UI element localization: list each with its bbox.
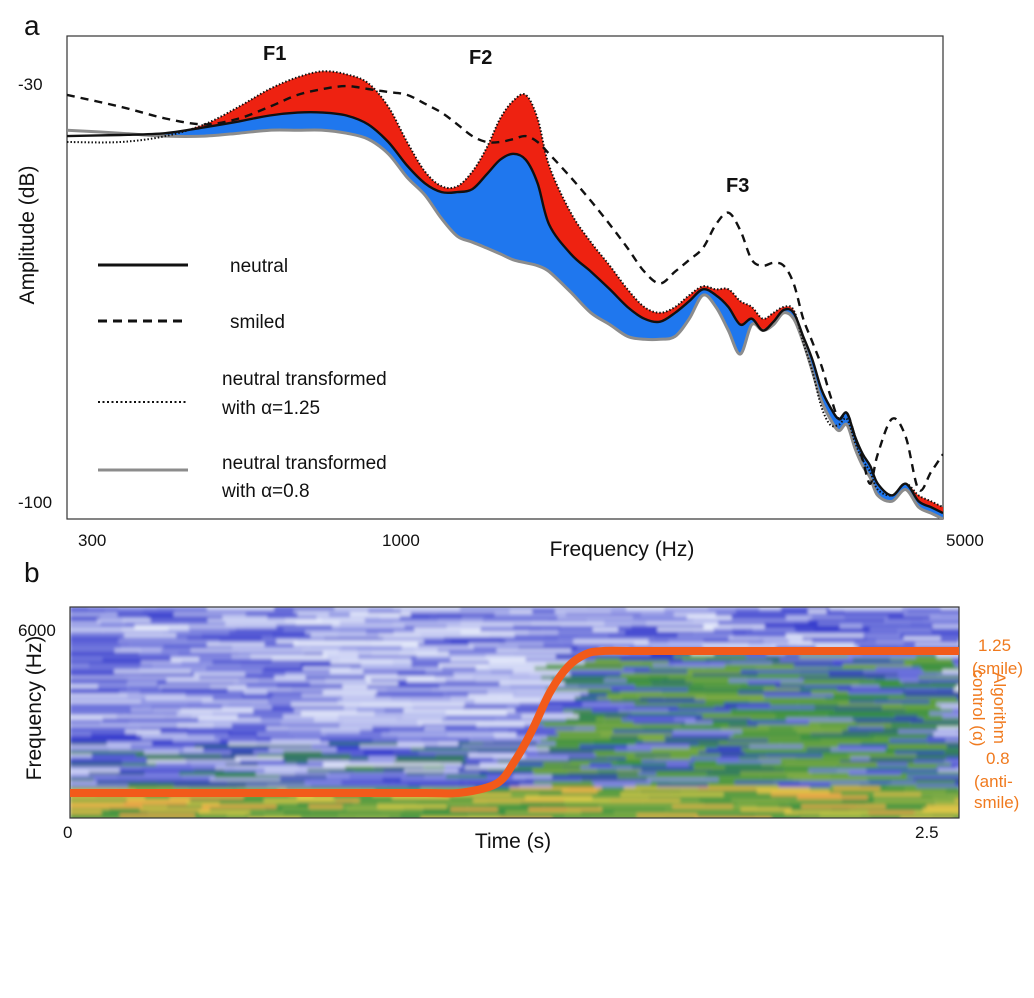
alpha-high-desc: (smile) bbox=[972, 659, 1023, 678]
formant-f2-label: F2 bbox=[469, 47, 492, 69]
spectrum-lines bbox=[67, 70, 943, 519]
alpha-low-desc-line2: smile) bbox=[974, 793, 1019, 812]
legend: neutral smiled neutral transformed with … bbox=[98, 256, 387, 502]
x-tick-1000: 1000 bbox=[382, 531, 420, 550]
panel-b-frame bbox=[69, 606, 960, 819]
legend-label-neutral: neutral bbox=[230, 256, 288, 277]
panel-a-letter: a bbox=[24, 10, 40, 41]
panel-b-xlabel: Time (s) bbox=[475, 830, 551, 853]
series-alpha125-line bbox=[67, 70, 943, 509]
spectrogram bbox=[70, 607, 959, 818]
formant-f3-label: F3 bbox=[726, 175, 749, 197]
alpha-control-curve bbox=[70, 646, 959, 798]
x-tick-5000: 5000 bbox=[946, 531, 984, 550]
panel-b-ylabel: Frequency (Hz) bbox=[23, 636, 46, 781]
series-alpha08-line bbox=[67, 128, 943, 519]
panel-a-frame bbox=[66, 35, 944, 520]
legend-label-smiled: smiled bbox=[230, 312, 285, 333]
formant-f1-label: F1 bbox=[263, 43, 286, 65]
fill-below-neutral bbox=[67, 112, 943, 519]
alpha-control-line bbox=[70, 646, 959, 798]
alpha-low-value: 0.8 bbox=[986, 749, 1010, 768]
alpha-high-value: 1.25 bbox=[978, 636, 1011, 655]
panel-a-ylabel: Amplitude (dB) bbox=[16, 166, 39, 305]
series-smiled-line bbox=[67, 84, 943, 492]
alpha-axis-title-line1: Algorithm bbox=[990, 672, 1009, 744]
x-tick-300: 300 bbox=[78, 531, 106, 550]
x-tick-2-5: 2.5 bbox=[915, 823, 939, 842]
y-tick-6000: 6000 bbox=[18, 621, 56, 640]
panel-a-xlabel: Frequency (Hz) bbox=[550, 538, 695, 561]
y-tick-minus100: -100 bbox=[18, 493, 52, 512]
spectrogram-bands bbox=[70, 607, 959, 818]
alpha-axis-labels: 1.25 (smile) Algorithm control (α) 0.8 (… bbox=[969, 636, 1023, 812]
difference-fills bbox=[67, 71, 943, 519]
alpha-axis-title-line2: control (α) bbox=[969, 670, 988, 747]
legend-label-alpha125-line1: neutral transformed bbox=[222, 369, 387, 390]
legend-label-alpha08-line1: neutral transformed bbox=[222, 453, 387, 474]
x-tick-0: 0 bbox=[63, 823, 72, 842]
legend-label-alpha08-line2: with α=0.8 bbox=[221, 481, 310, 502]
panel-b-letter: b bbox=[24, 557, 40, 588]
legend-label-alpha125-line2: with α=1.25 bbox=[221, 398, 320, 419]
alpha-low-desc-line1: (anti- bbox=[974, 772, 1013, 791]
y-tick-minus30: -30 bbox=[18, 75, 43, 94]
